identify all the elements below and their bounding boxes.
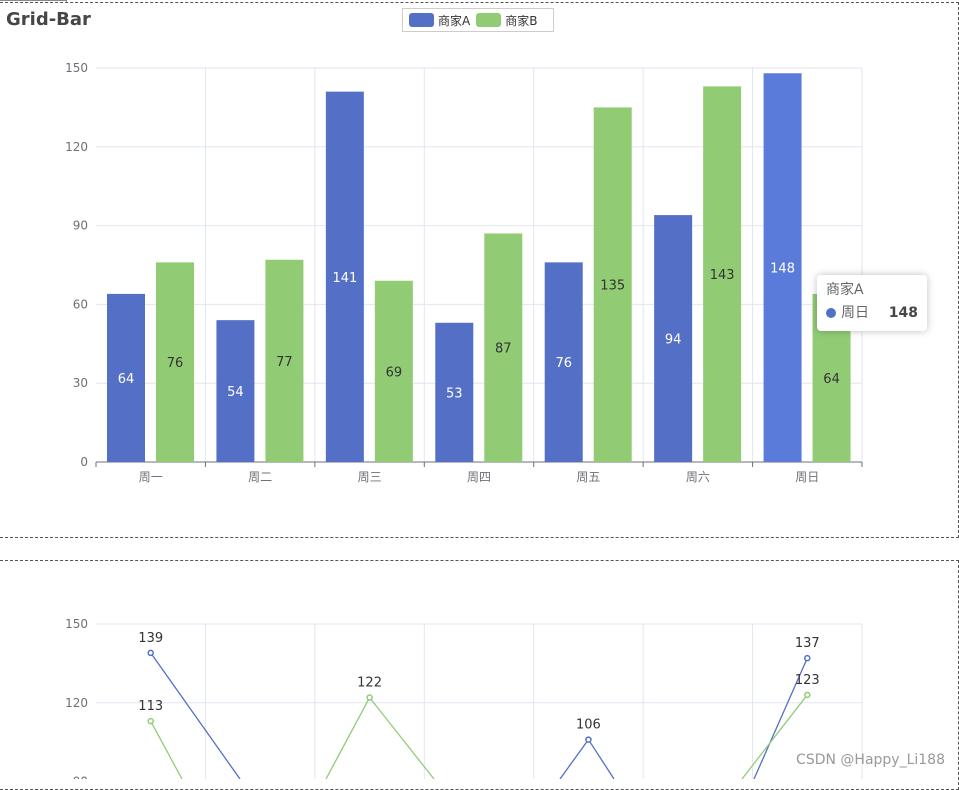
series-line-segment (559, 739, 589, 779)
bar-b (593, 107, 632, 463)
line-data-label: 122 (357, 676, 382, 691)
series-line-segment (150, 652, 241, 779)
x-tick-label: 周五 (576, 470, 600, 484)
bar-chart: 0 30 60 90 120 150 周一 周二 周三 周四 周五 周六 周日 64 54 141 53 76 94… (65, 61, 863, 484)
bar-data-label: 76 (555, 356, 572, 371)
y-tick-label: 150 (65, 61, 88, 75)
legend-label-series-b: 商家B (505, 13, 538, 28)
x-tick-label: 周日 (795, 470, 819, 484)
x-tick-label: 周六 (686, 470, 710, 484)
y-tick-label: 120 (65, 696, 88, 710)
watermark: CSDN @Happy_Li188 (796, 752, 945, 768)
bar-data-label: 148 (770, 262, 795, 277)
bar-data-label: 64 (118, 372, 135, 387)
legend-item-series-b[interactable]: 商家B (476, 12, 537, 29)
bar-a (107, 293, 145, 462)
tooltip-row: 周日 148 (826, 305, 918, 321)
y-tick-label: 90 (73, 219, 88, 233)
line-data-label: 106 (576, 718, 601, 733)
x-tick-label: 周一 (139, 470, 163, 484)
bar-b (484, 233, 523, 462)
legend: 商家A 商家B (402, 8, 554, 32)
chart-title: Grid-Bar (6, 9, 91, 30)
y-tick-label: 60 (73, 297, 88, 311)
bar-a (544, 262, 583, 462)
line-chart: 150 120 90 139 113 122 106 137 123 (65, 617, 863, 779)
tooltip-label: 周日 (841, 305, 869, 321)
tooltip-series-dot (826, 308, 836, 318)
bar-a (435, 322, 474, 462)
series-line-segment (741, 694, 808, 779)
y-tick-label: 150 (65, 617, 88, 631)
line-point (804, 654, 811, 662)
line-data-label: 139 (138, 631, 163, 646)
bar-a (216, 320, 255, 462)
legend-swatch-series-a (409, 13, 434, 27)
legend-item-series-a[interactable]: 商家A (409, 12, 470, 29)
y-tick-label: 0 (80, 455, 88, 469)
bar-data-label: 143 (710, 268, 735, 283)
x-tick-label: 周二 (248, 470, 272, 484)
series-line-segment (587, 739, 615, 779)
bar-data-label: 54 (227, 385, 244, 400)
y-tick-label: 30 (73, 376, 88, 390)
line-point (147, 717, 154, 725)
bar-data-label: 77 (276, 355, 293, 370)
x-tick-label: 周四 (467, 470, 491, 484)
bar-data-label: 76 (167, 356, 184, 371)
y-tick-label: 120 (65, 140, 88, 154)
bar-a (763, 73, 802, 463)
bar-b (374, 280, 413, 462)
legend-swatch-series-b (476, 13, 502, 27)
bar-data-label: 53 (446, 386, 463, 401)
line-point (366, 694, 373, 701)
bar-data-label: 94 (665, 333, 682, 348)
tooltip-title: 商家A (826, 282, 864, 298)
series-line-segment (753, 657, 808, 779)
line-data-label: 113 (138, 699, 163, 714)
tooltip: 商家A 周日 148 (817, 275, 927, 331)
line-point (804, 691, 811, 699)
bar-b (156, 262, 194, 462)
y-tick-label: 90 (73, 775, 88, 779)
line-point (147, 649, 154, 657)
bar-b (265, 259, 304, 462)
bar-data-label: 87 (495, 342, 512, 357)
bar-data-label: 69 (386, 365, 403, 380)
series-line-segment (369, 697, 435, 779)
bar-data-label: 64 (823, 372, 840, 387)
legend-label-series-a: 商家A (438, 13, 471, 28)
line-data-label: 137 (795, 636, 820, 651)
bar-data-label: 141 (332, 271, 357, 286)
line-point (585, 736, 592, 743)
bar-data-label: 135 (600, 279, 625, 294)
line-data-label: 123 (795, 673, 820, 688)
tooltip-value: 148 (888, 305, 918, 321)
series-line-segment (150, 720, 183, 779)
bar-a (325, 91, 364, 462)
bar-b (703, 86, 742, 463)
x-tick-label: 周三 (358, 470, 382, 484)
series-line-segment (325, 697, 371, 779)
bar-a (654, 215, 693, 462)
